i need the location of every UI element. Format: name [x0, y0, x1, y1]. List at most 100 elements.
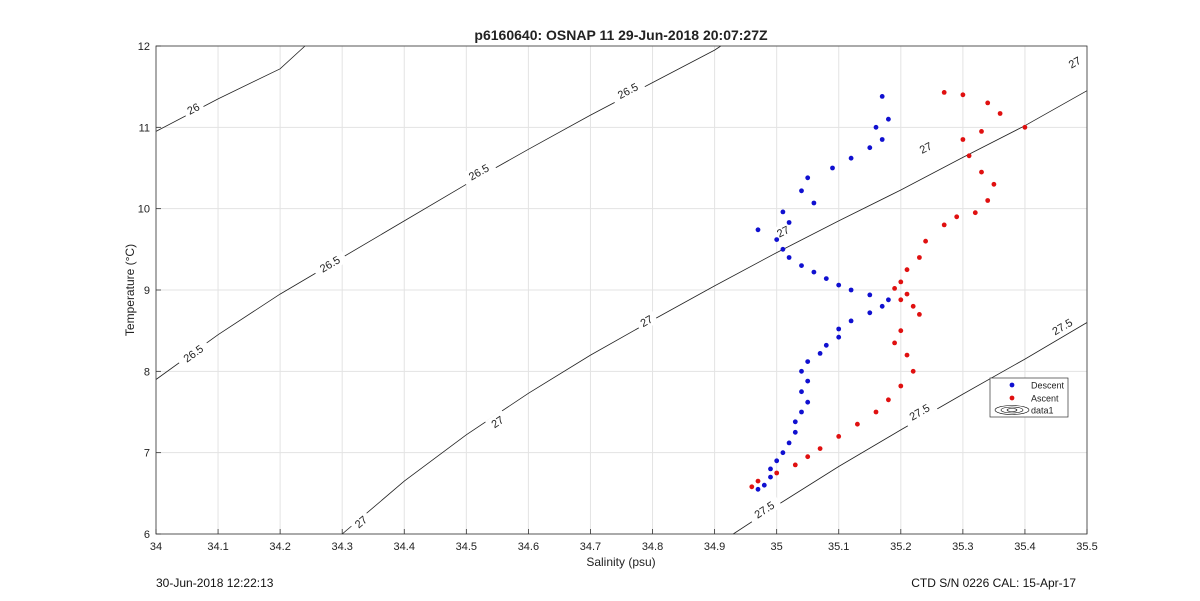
timestamp-footer: 30-Jun-2018 12:22:13 — [156, 576, 274, 590]
ascent-point — [855, 421, 860, 427]
x-tick-label: 34.9 — [704, 541, 725, 553]
descent-point — [792, 419, 798, 425]
x-tick-label: 34.7 — [580, 541, 601, 553]
descent-point — [799, 389, 804, 395]
ascent-point — [923, 238, 928, 244]
y-axis-label: Temperature (°C) — [123, 244, 137, 336]
ascent-point — [985, 100, 991, 106]
ascent-point — [941, 222, 947, 228]
descent-point — [836, 326, 842, 332]
y-tick-label: 11 — [139, 122, 150, 134]
descent-point — [774, 237, 780, 243]
ascent-point — [873, 409, 879, 415]
ascent-point — [904, 267, 910, 273]
contour-label: 27 — [918, 140, 934, 156]
x-tick-label: 35 — [771, 541, 783, 553]
ascent-point — [910, 303, 916, 309]
descent-point — [879, 137, 885, 142]
contour-label-bg — [1043, 311, 1081, 342]
descent-point — [774, 458, 780, 464]
ascent-point — [997, 111, 1003, 116]
x-axis-ticks: 34 34.1 34.2 34.3 34.4 34.5 34.6 34.7 34.8 34.9 35… — [150, 529, 1098, 553]
descent-point — [879, 94, 885, 99]
descent-point — [755, 227, 761, 233]
descent-point — [799, 368, 804, 374]
contour-label-bg — [348, 509, 373, 534]
contour-line — [341, 90, 1088, 535]
ascent-point — [910, 368, 916, 374]
x-tick-label: 35.1 — [828, 541, 849, 553]
descent-point — [817, 351, 823, 356]
grid-lines — [155, 45, 1088, 535]
contour-label-bg — [746, 494, 783, 525]
contour-label: 27 — [775, 224, 791, 240]
descent-point — [799, 188, 804, 194]
ascent-point — [904, 352, 910, 358]
legend-ascent-label: Ascent — [1031, 394, 1059, 404]
contour-label-bg — [460, 157, 497, 187]
ascent-point — [917, 255, 922, 260]
descent-point — [780, 209, 786, 215]
ascent-point — [774, 470, 780, 476]
descent-point — [811, 269, 817, 275]
contour-label-bg — [181, 97, 206, 120]
chart-title: p6160640: OSNAP 11 29-Jun-2018 20:07:27Z — [474, 27, 768, 43]
contour-label-bg — [609, 76, 647, 105]
descent-point — [792, 429, 798, 435]
ascent-point — [941, 90, 947, 95]
descent-point — [780, 450, 786, 456]
ascent-point — [836, 434, 842, 439]
x-tick-label: 35.5 — [1076, 541, 1097, 553]
x-tick-label: 34.8 — [642, 541, 663, 553]
descent-point — [823, 276, 829, 281]
ascent-point — [805, 454, 811, 460]
descent-point — [805, 359, 811, 364]
descent-point — [848, 318, 854, 324]
descent-point — [799, 409, 804, 415]
y-tick-label: 12 — [138, 41, 150, 53]
descent-point — [879, 303, 885, 309]
ascent-point — [979, 129, 984, 134]
x-tick-label: 34.2 — [269, 541, 290, 553]
descent-point — [786, 220, 792, 225]
legend-contour-label: data1 — [1031, 406, 1054, 416]
ascent-point — [960, 92, 966, 98]
descent-point — [830, 165, 835, 171]
y-tick-label: 9 — [144, 285, 150, 297]
x-tick-label: 34.6 — [518, 541, 539, 553]
descent-point — [768, 474, 773, 480]
descent-point — [848, 287, 854, 293]
data-series — [749, 90, 1028, 492]
legend-descent-marker — [1009, 382, 1015, 388]
x-tick-label: 35.3 — [952, 541, 973, 553]
ascent-point — [1022, 124, 1028, 130]
descent-point — [761, 482, 767, 488]
y-axis-ticks: 6 7 8 9 10 11 12 — [138, 41, 161, 541]
y-tick-label: 8 — [144, 366, 150, 378]
contour-label: 27 — [639, 314, 656, 330]
descent-point — [786, 255, 792, 260]
ascent-point — [917, 312, 922, 317]
x-axis-label: Salinity (psu) — [586, 555, 655, 569]
y-tick-label: 10 — [138, 204, 150, 216]
ascent-point — [898, 328, 904, 334]
contour-label: 27 — [489, 414, 506, 431]
ascent-point — [898, 297, 904, 303]
descent-point — [780, 246, 786, 252]
descent-point — [867, 292, 873, 298]
descent-point — [811, 200, 817, 206]
ascent-point — [904, 291, 910, 297]
x-tick-label: 34.1 — [207, 541, 228, 553]
contour-label-bg — [175, 337, 212, 370]
contour-label: 26 — [186, 101, 202, 117]
descent-point — [823, 342, 829, 348]
x-tick-label: 34.3 — [331, 541, 352, 553]
descent-point — [867, 145, 873, 151]
ascent-point — [972, 210, 978, 216]
descent-point — [768, 466, 773, 472]
descent-point — [805, 378, 811, 384]
ascent-point — [792, 462, 798, 468]
ascent-point — [892, 286, 897, 291]
legend-ascent-marker — [1009, 395, 1015, 401]
